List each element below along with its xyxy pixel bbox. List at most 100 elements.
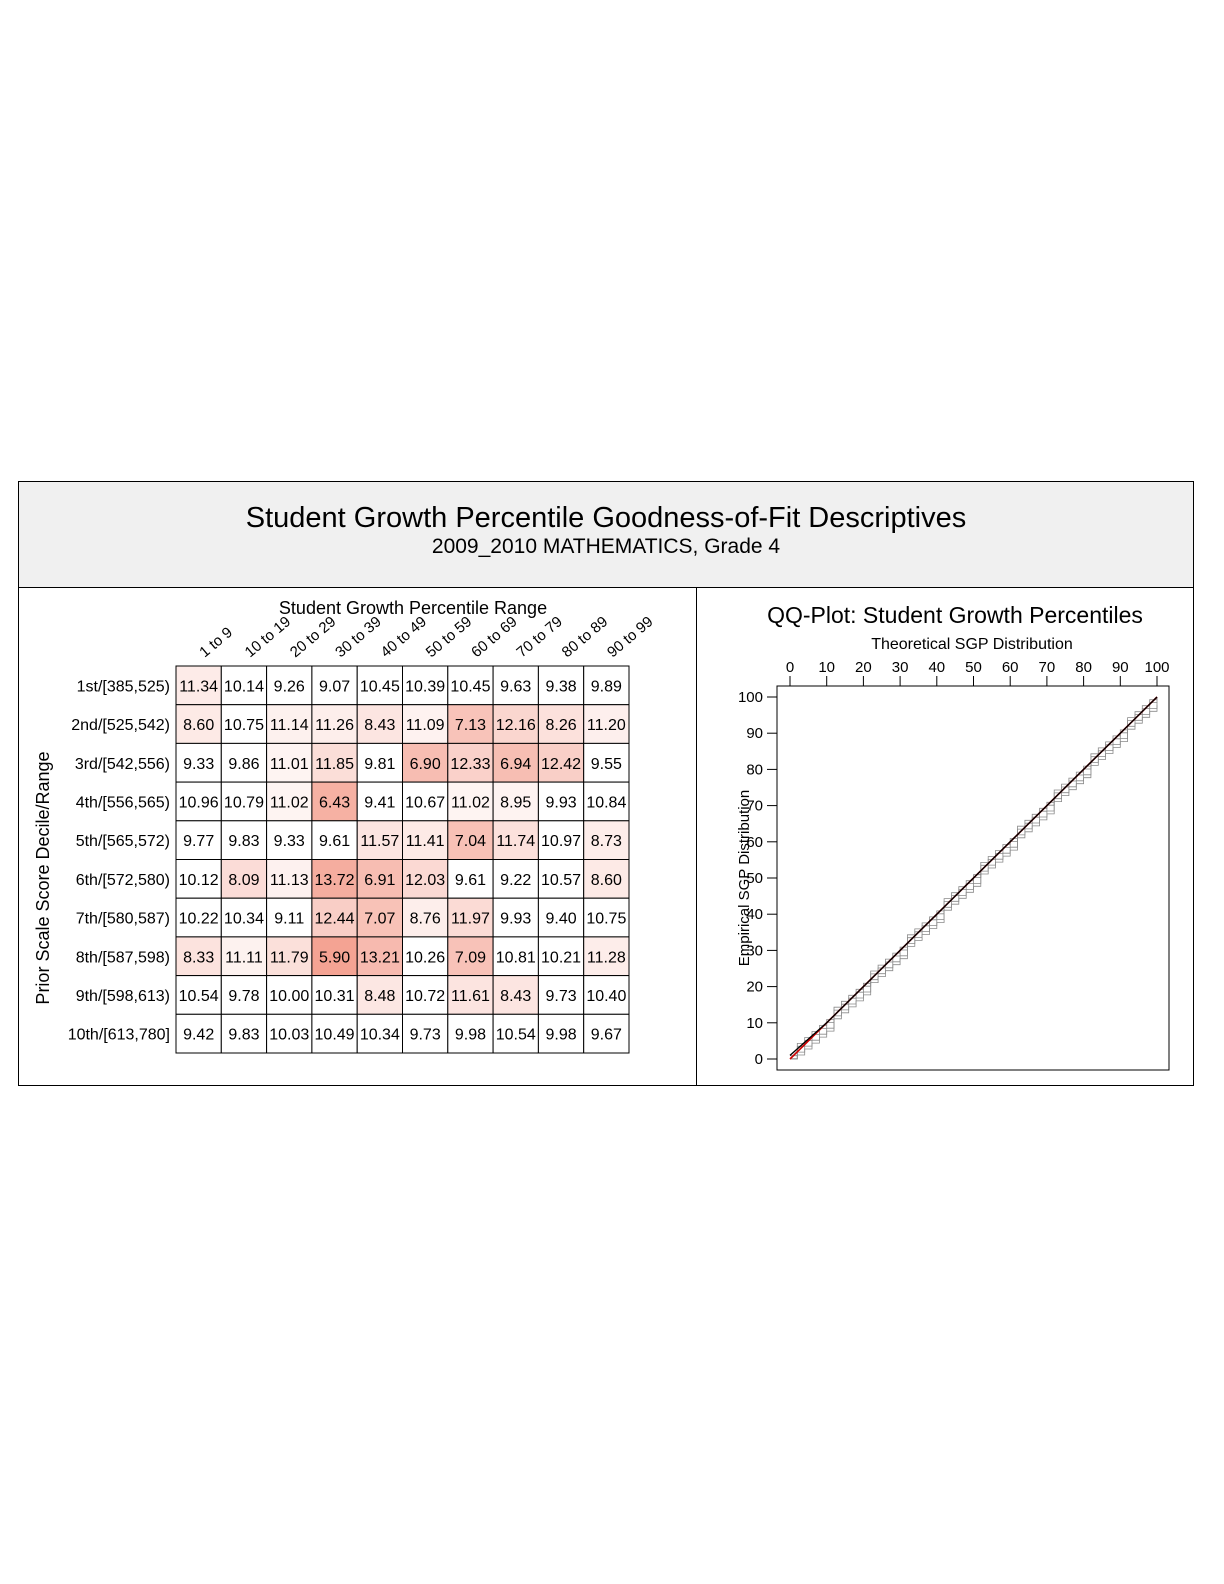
heatmap-cell [492, 1013, 539, 1054]
qq-x-tick-label: 80 [1075, 659, 1092, 676]
heatmap-cell [356, 936, 404, 977]
heatmap-cell-value: 11.74 [496, 833, 535, 850]
heatmap-cell [266, 742, 313, 783]
heatmap-column-label: 10 to 19 [242, 613, 294, 661]
heatmap-cell-value: 9.98 [545, 1027, 576, 1044]
heatmap-cell-value: 10.12 [179, 872, 219, 889]
heatmap-cell [402, 859, 449, 899]
heatmap-cell-value: 13.72 [315, 872, 355, 889]
heatmap-cell [220, 742, 268, 783]
qq-x-tick-label: 30 [892, 659, 909, 676]
heatmap-cell-value: 8.09 [228, 872, 259, 889]
heatmap-cell-value: 9.22 [500, 872, 531, 889]
qq-y-tick-label: 0 [755, 1051, 763, 1068]
heatmap-cell [175, 781, 222, 822]
heatmap-column-label: 1 to 9 [196, 624, 236, 661]
heatmap-column-label: 30 to 39 [332, 613, 384, 661]
heatmap-cell-value: 8.60 [591, 872, 622, 889]
qq-x-tick-label: 20 [855, 659, 872, 676]
heatmap-row-label: 2nd/[525,542) [71, 717, 170, 734]
heatmap-cell-value: 11.41 [406, 833, 445, 850]
heatmap-cell-value: 9.93 [545, 794, 576, 811]
heatmap-column-label: 40 to 49 [377, 613, 429, 661]
heatmap-cell-value: 7.09 [455, 949, 486, 966]
heatmap-cell-value: 9.89 [591, 678, 622, 695]
heatmap-cell-value: 9.61 [319, 833, 350, 850]
heatmap-cell-value: 7.07 [364, 911, 395, 928]
heatmap-cell-value: 10.79 [224, 794, 264, 811]
heatmap-row-label: 10th/[613,780] [68, 1027, 170, 1044]
qq-empirical-line [789, 696, 1158, 1056]
qq-y-tick-label: 100 [738, 689, 763, 706]
heatmap-cell-value: 11.09 [406, 717, 445, 734]
heatmap-cell-value: 11.34 [179, 678, 218, 695]
heatmap-cell [266, 897, 313, 938]
heatmap-cell-value: 5.90 [319, 949, 350, 966]
heatmap-column-label: 50 to 59 [423, 613, 475, 661]
heatmap-cell-value: 9.07 [319, 678, 350, 695]
figure-subtitle: 2009_2010 MATHEMATICS, Grade 4 [431, 535, 781, 558]
heatmap-cell [447, 704, 494, 744]
heatmap-cell-value: 12.42 [541, 756, 581, 773]
heatmap-cell-value: 10.75 [224, 717, 264, 734]
heatmap-cell-value: 9.61 [455, 872, 486, 889]
heatmap-cell-value: 9.77 [183, 833, 214, 850]
heatmap-cell-value: 10.22 [179, 911, 219, 928]
heatmap-cell-value: 8.43 [500, 988, 531, 1005]
heatmap-cell-value: 11.01 [270, 756, 309, 773]
heatmap-column-label: 90 to 99 [604, 613, 656, 661]
heatmap-cell [537, 1013, 585, 1054]
heatmap-cell [492, 781, 539, 822]
heatmap-cell-value: 10.49 [315, 1027, 355, 1044]
heatmap-cell-value: 12.03 [405, 872, 445, 889]
heatmap-column-label: 80 to 89 [559, 613, 611, 661]
heatmap-column-label: 70 to 79 [513, 613, 565, 661]
heatmap-cell-value: 10.45 [360, 678, 400, 695]
heatmap-cell-value: 11.28 [587, 949, 626, 966]
heatmap-cell [266, 1013, 313, 1054]
qq-y-tick-label: 20 [746, 979, 763, 996]
heatmap-cell [492, 820, 539, 861]
heatmap-cell-value: 11.57 [360, 833, 399, 850]
qq-x-tick-label: 50 [965, 659, 982, 676]
qq-plot-chart: QQ-Plot: Student Growth Percentiles Theo… [736, 602, 1170, 1071]
qq-plot-xlabel: Theoretical SGP Distribution [871, 636, 1073, 653]
heatmap-title: Student Growth Percentile Range [279, 598, 547, 618]
heatmap-cell [175, 1013, 222, 1054]
heatmap-cell-value: 9.67 [591, 1027, 622, 1044]
heatmap-cell-value: 9.26 [274, 678, 305, 695]
heatmap-cell [175, 859, 222, 899]
heatmap-cell-value: 10.72 [405, 988, 445, 1005]
heatmap-cell-value: 9.33 [183, 756, 214, 773]
heatmap-cell [311, 742, 358, 783]
heatmap-cell [356, 859, 404, 899]
heatmap-cell-value: 6.94 [500, 756, 531, 773]
qq-x-tick-label: 90 [1112, 659, 1129, 676]
heatmap-cell [311, 859, 358, 899]
qq-y-tick-label: 40 [746, 906, 763, 923]
heatmap-cell [402, 897, 449, 938]
heatmap-cell [583, 859, 630, 899]
heatmap-cell-value: 9.42 [183, 1027, 214, 1044]
heatmap-cell-value: 8.60 [183, 717, 214, 734]
heatmap-cell-value: 6.91 [364, 872, 395, 889]
heatmap-cell-value: 11.85 [315, 756, 354, 773]
heatmap-cell [537, 859, 585, 899]
heatmap-cell-value: 10.39 [405, 678, 445, 695]
heatmap-cell-value: 11.02 [270, 794, 309, 811]
heatmap-cell-value: 10.03 [269, 1027, 309, 1044]
heatmap-cell-value: 9.55 [591, 756, 622, 773]
qq-y-tick-label: 30 [746, 942, 763, 959]
qq-plot-ylabel: Empirical SGP Distribution [736, 790, 753, 966]
heatmap-cell-value: 9.73 [410, 1027, 441, 1044]
heatmap-cell-value: 9.63 [500, 678, 531, 695]
heatmap-cell-value: 10.96 [179, 794, 219, 811]
heatmap-cell-value: 9.38 [545, 678, 576, 695]
qq-x-tick-label: 40 [928, 659, 945, 676]
heatmap-row-label: 4th/[556,565) [76, 794, 170, 811]
panel-divider [696, 588, 697, 1086]
heatmap-cell-value: 9.78 [228, 988, 259, 1005]
heatmap-cell-value: 10.57 [541, 872, 581, 889]
heatmap-cell-value: 10.54 [496, 1027, 536, 1044]
heatmap-cell [175, 704, 222, 744]
